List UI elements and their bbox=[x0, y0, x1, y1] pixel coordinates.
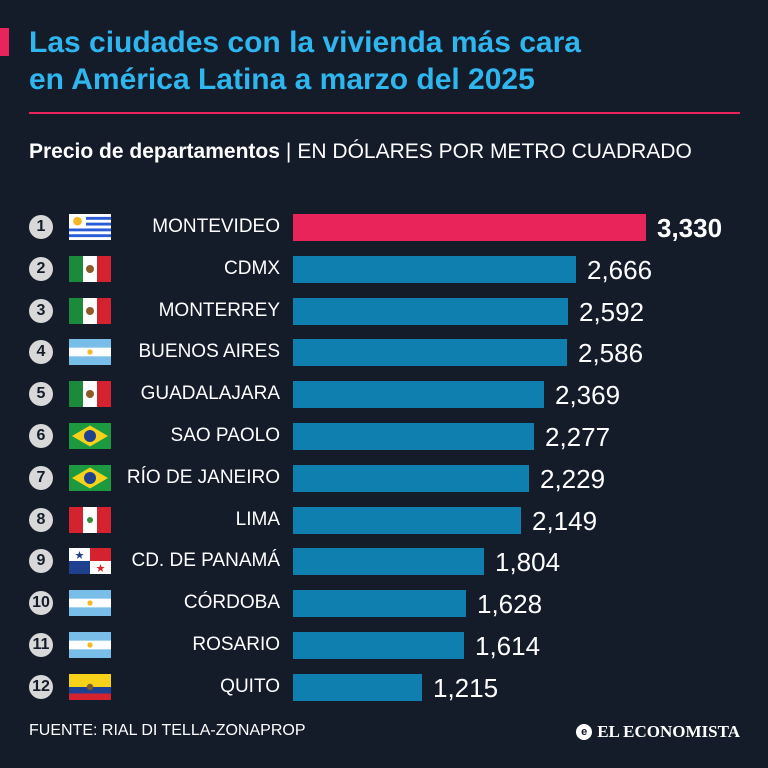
rank-badge: 3 bbox=[29, 298, 53, 323]
bar bbox=[293, 632, 464, 659]
argentina-flag bbox=[69, 339, 111, 366]
mexico-flag bbox=[69, 255, 111, 282]
chart-title: Las ciudades con la vivienda más cara en… bbox=[29, 24, 749, 98]
city-label: LIMA bbox=[235, 508, 280, 530]
panama-flag bbox=[69, 548, 111, 575]
bar bbox=[293, 464, 529, 492]
brazil-flag bbox=[69, 423, 111, 449]
subtitle-separator: | bbox=[285, 140, 292, 163]
city-label: CÓRDOBA bbox=[183, 592, 280, 614]
city-label: RÍO DE JANEIRO bbox=[126, 466, 280, 488]
bar bbox=[293, 255, 576, 283]
rank-badge: 7 bbox=[29, 465, 53, 490]
title-divider bbox=[29, 112, 740, 114]
city-label: MONTEVIDEO bbox=[152, 216, 280, 237]
rank-badge: 4 bbox=[29, 340, 53, 365]
city-label: SAO PAOLO bbox=[170, 425, 280, 446]
subtitle-unit: EN DÓLARES POR METRO CUADRADO bbox=[297, 140, 692, 163]
value-label: 2,277 bbox=[545, 422, 611, 452]
source-note: FUENTE: RIAL DI TELLA-ZONAPROP bbox=[29, 722, 306, 739]
bar bbox=[293, 506, 521, 534]
city-label: CD. DE PANAMÁ bbox=[131, 550, 280, 572]
brand-name: EL ECONOMISTA bbox=[597, 722, 740, 741]
rank-badge: 12 bbox=[29, 674, 53, 699]
brand-e-icon: e bbox=[576, 724, 593, 740]
value-label: 2,592 bbox=[579, 296, 645, 327]
city-label: GUADALAJARA bbox=[140, 383, 280, 405]
rank-badge: 6 bbox=[29, 424, 53, 448]
value-label: 2,149 bbox=[532, 505, 598, 536]
rank-badge: 1 bbox=[29, 215, 53, 239]
rank-badge: 9 bbox=[29, 549, 53, 574]
bar bbox=[293, 423, 534, 450]
rank-badge: 5 bbox=[29, 382, 53, 407]
ecuador-flag bbox=[69, 673, 111, 700]
title-accent-bar bbox=[0, 28, 9, 56]
mexico-flag bbox=[69, 297, 111, 324]
rank-badge: 11 bbox=[29, 633, 53, 657]
bar bbox=[293, 214, 646, 241]
subtitle-bold: Precio de departamentos bbox=[29, 140, 280, 163]
rank-badge: 8 bbox=[29, 507, 53, 532]
argentina-flag bbox=[69, 632, 111, 658]
value-label: 2,369 bbox=[555, 380, 621, 411]
bar bbox=[293, 297, 568, 325]
value-label: 1,628 bbox=[477, 589, 543, 620]
city-label: ROSARIO bbox=[192, 634, 280, 655]
city-label: CDMX bbox=[224, 257, 280, 279]
title-line-2: en América Latina a marzo del 2025 bbox=[29, 63, 535, 96]
value-label: 1,804 bbox=[495, 547, 561, 578]
peru-flag bbox=[69, 506, 111, 533]
brazil-flag bbox=[69, 464, 111, 491]
value-label: 1,614 bbox=[475, 631, 541, 661]
value-label: 2,666 bbox=[587, 254, 653, 285]
bar bbox=[293, 673, 422, 701]
value-label: 3,330 bbox=[657, 213, 723, 243]
uruguay-flag bbox=[69, 214, 111, 240]
bar bbox=[293, 548, 484, 576]
value-label: 2,229 bbox=[540, 463, 606, 494]
city-label: QUITO bbox=[220, 675, 280, 697]
brand-logo: e EL ECONOMISTA bbox=[576, 722, 740, 742]
city-label: MONTERREY bbox=[158, 299, 280, 321]
bar bbox=[293, 590, 466, 618]
rank-badge: 2 bbox=[29, 256, 53, 281]
chart-subtitle: Precio de departamentos | EN DÓLARES POR M… bbox=[29, 137, 729, 166]
bar bbox=[293, 381, 544, 409]
rank-badge: 10 bbox=[29, 591, 53, 616]
argentina-flag bbox=[69, 590, 111, 617]
value-label: 2,586 bbox=[578, 338, 644, 369]
city-label: BUENOS AIRES bbox=[138, 341, 281, 363]
value-label: 1,215 bbox=[433, 672, 499, 703]
bar bbox=[293, 339, 567, 367]
mexico-flag bbox=[69, 381, 111, 408]
title-line-1: Las ciudades con la vivienda más cara bbox=[29, 26, 581, 59]
